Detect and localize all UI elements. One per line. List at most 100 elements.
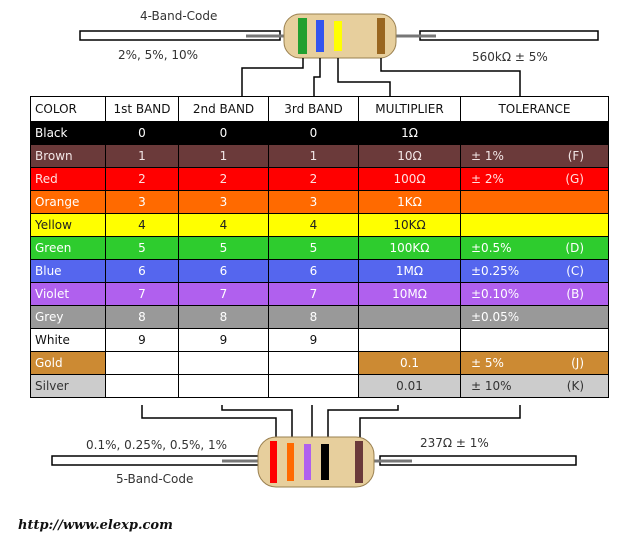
tolerance-cell [460, 213, 609, 237]
color-name-cell: Yellow [30, 213, 106, 237]
band2-cell [178, 351, 269, 375]
header-1st-band: 1st BAND [105, 96, 179, 122]
table-row: Yellow 4 4 4 10KΩ [30, 213, 609, 237]
table-row: Black 0 0 0 1Ω [30, 121, 609, 145]
top-right-label: 560kΩ ± 5% [472, 50, 548, 64]
resistor-4band-icon [283, 13, 397, 59]
band1-cell: 1 [105, 144, 179, 168]
multiplier-cell: 100KΩ [358, 236, 461, 260]
color-name-cell: Violet [30, 282, 106, 306]
tolerance-cell [460, 190, 609, 214]
multiplier-cell: 0.1 [358, 351, 461, 375]
band2-cell: 2 [178, 167, 269, 191]
multiplier-cell: 100Ω [358, 167, 461, 191]
tolerance-cell: ± 10% (K) [460, 374, 609, 398]
color-name-cell: Green [30, 236, 106, 260]
band3-cell: 6 [268, 259, 359, 283]
tolerance-cell [460, 121, 609, 145]
band2-cell: 9 [178, 328, 269, 352]
band1-cell: 6 [105, 259, 179, 283]
table-row: Violet 7 7 7 10MΩ ±0.10% (B) [30, 282, 609, 306]
tolerance-value: ±0.25% [471, 264, 520, 278]
band1-cell: 8 [105, 305, 179, 329]
band3-cell [268, 351, 359, 375]
band3-cell: 4 [268, 213, 359, 237]
multiplier-cell: 1MΩ [358, 259, 461, 283]
tolerance-value: ±0.05% [471, 310, 520, 324]
multiplier-cell: 1KΩ [358, 190, 461, 214]
multiplier-cell: 1Ω [358, 121, 461, 145]
table-row: Orange 3 3 3 1KΩ [30, 190, 609, 214]
tolerance-value: ± 1% [471, 149, 504, 163]
table-row: Blue 6 6 6 1MΩ ±0.25% (C) [30, 259, 609, 283]
header-color: COLOR [30, 96, 106, 122]
band3-cell [268, 374, 359, 398]
band2-cell: 8 [178, 305, 269, 329]
tolerance-code: (F) [567, 149, 584, 163]
color-name-cell: Blue [30, 259, 106, 283]
band3-cell: 2 [268, 167, 359, 191]
multiplier-cell [358, 328, 461, 352]
table-row: Green 5 5 5 100KΩ ±0.5% (D) [30, 236, 609, 260]
band3-cell: 9 [268, 328, 359, 352]
band2-cell: 7 [178, 282, 269, 306]
multiplier-cell: 10KΩ [358, 213, 461, 237]
top-right-bar [419, 30, 599, 41]
table-row: Gold 0.1 ± 5% (J) [30, 351, 609, 375]
header-3rd-band: 3rd BAND [268, 96, 359, 122]
resistor-5band-icon [257, 436, 375, 488]
band1-cell: 7 [105, 282, 179, 306]
top-title: 4-Band-Code [140, 9, 218, 23]
header-multiplier: MULTIPLIER [358, 96, 461, 122]
tolerance-cell: ±0.25% (C) [460, 259, 609, 283]
band1-cell: 3 [105, 190, 179, 214]
header-tolerance: TOLERANCE [460, 96, 609, 122]
color-name-cell: Orange [30, 190, 106, 214]
band1-cell: 4 [105, 213, 179, 237]
tolerance-cell: ±0.5% (D) [460, 236, 609, 260]
band2-cell: 5 [178, 236, 269, 260]
band2-cell: 6 [178, 259, 269, 283]
band3-cell: 1 [268, 144, 359, 168]
band2-cell: 4 [178, 213, 269, 237]
band2-cell: 0 [178, 121, 269, 145]
tolerance-cell: ±0.05% [460, 305, 609, 329]
color-name-cell: Brown [30, 144, 106, 168]
tolerance-cell: ± 2% (G) [460, 167, 609, 191]
table-row: Silver 0.01 ± 10% (K) [30, 374, 609, 398]
bottom-right-label: 237Ω ± 1% [420, 436, 489, 450]
band3-cell: 5 [268, 236, 359, 260]
color-name-cell: Black [30, 121, 106, 145]
band1-cell [105, 374, 179, 398]
bottom-left-label: 0.1%, 0.25%, 0.5%, 1% [86, 438, 228, 452]
band1-cell: 5 [105, 236, 179, 260]
band1-cell: 9 [105, 328, 179, 352]
tolerance-code: (B) [566, 287, 584, 301]
color-name-cell: Grey [30, 305, 106, 329]
source-url: http://www.elexp.com [18, 518, 173, 533]
band3-cell: 7 [268, 282, 359, 306]
color-name-cell: Gold [30, 351, 106, 375]
top-left-label: 2%, 5%, 10% [118, 48, 199, 62]
tolerance-value: ± 10% [471, 379, 512, 393]
color-name-cell: Silver [30, 374, 106, 398]
multiplier-cell: 0.01 [358, 374, 461, 398]
band1-cell [105, 351, 179, 375]
band2-cell: 1 [178, 144, 269, 168]
band3-cell: 0 [268, 121, 359, 145]
tolerance-value: ± 2% [471, 172, 504, 186]
tolerance-cell [460, 328, 609, 352]
color-code-table: COLOR 1st BAND 2nd BAND 3rd BAND MULTIPL… [30, 96, 609, 398]
tolerance-code: (C) [566, 264, 584, 278]
table-header-row: COLOR 1st BAND 2nd BAND 3rd BAND MULTIPL… [30, 96, 609, 122]
color-name-cell: White [30, 328, 106, 352]
tolerance-value: ±0.10% [471, 287, 520, 301]
tolerance-cell: ± 5% (J) [460, 351, 609, 375]
band1-cell: 0 [105, 121, 179, 145]
tolerance-cell: ±0.10% (B) [460, 282, 609, 306]
tolerance-value: ± 5% [471, 356, 504, 370]
multiplier-cell [358, 305, 461, 329]
table-row: Brown 1 1 1 10Ω ± 1% (F) [30, 144, 609, 168]
tolerance-code: (K) [566, 379, 584, 393]
